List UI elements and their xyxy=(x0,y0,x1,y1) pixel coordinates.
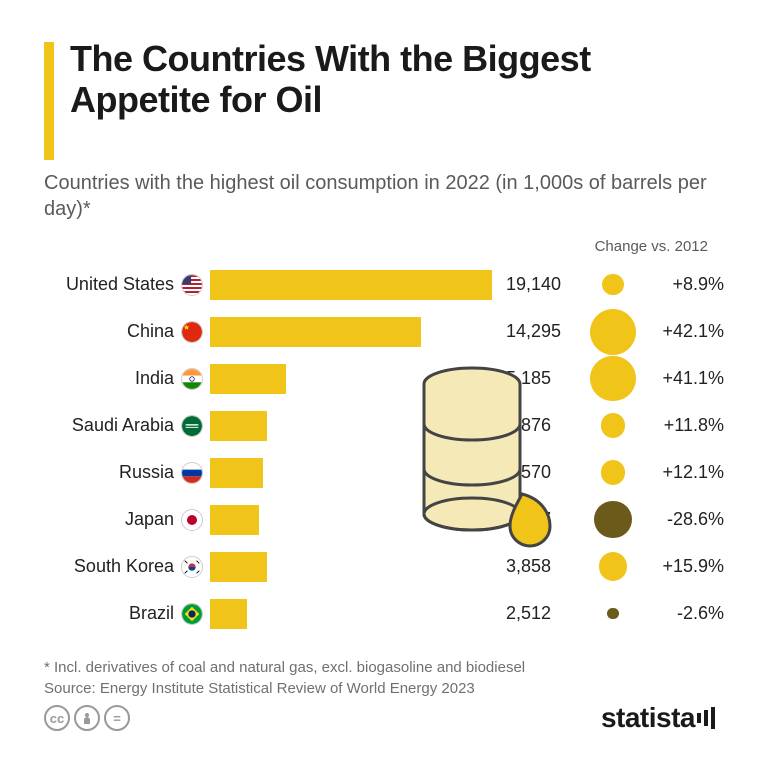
country-label: Japan xyxy=(44,509,174,530)
change-bubble xyxy=(602,274,623,295)
change-column-header: Change vs. 2012 xyxy=(44,238,716,255)
change-label: +15.9% xyxy=(648,556,724,577)
flag-icon xyxy=(178,603,206,625)
flag-icon xyxy=(178,368,206,390)
title-accent-bar xyxy=(44,42,54,160)
flag-icon xyxy=(178,462,206,484)
footnote-line-2: Source: Energy Institute Statistical Rev… xyxy=(44,678,716,699)
statista-logo: statista xyxy=(601,702,716,734)
change-label: +12.1% xyxy=(648,462,724,483)
bar xyxy=(210,411,267,441)
chart-row: Saudi Arabia3,876+11.8% xyxy=(44,402,716,449)
change-bubble xyxy=(607,608,618,619)
chart-row: South Korea3,858+15.9% xyxy=(44,543,716,590)
change-label: -2.6% xyxy=(648,603,724,624)
chart-row: United States19,140+8.9% xyxy=(44,261,716,308)
cc-license-icons: cc = xyxy=(44,705,130,731)
bar-cell xyxy=(210,552,500,582)
change-bubble xyxy=(599,552,627,580)
bar-cell xyxy=(210,411,500,441)
bar-cell xyxy=(210,505,500,535)
bar xyxy=(210,270,492,300)
change-bubble-cell xyxy=(582,608,644,619)
chart-title: The Countries With the Biggest Appetite … xyxy=(70,38,716,121)
value-label: 19,140 xyxy=(504,274,578,295)
country-label: Saudi Arabia xyxy=(44,415,174,436)
value-label: 14,295 xyxy=(504,321,578,342)
change-bubble-cell xyxy=(582,356,644,401)
change-bubble xyxy=(601,413,625,437)
footnote-line-1: * Incl. derivatives of coal and natural … xyxy=(44,657,716,678)
country-label: United States xyxy=(44,274,174,295)
change-bubble-cell xyxy=(582,460,644,485)
logo-bar-icon xyxy=(704,710,708,726)
flag-icon xyxy=(178,556,206,578)
flag-icon xyxy=(178,274,206,296)
country-label: Brazil xyxy=(44,603,174,624)
value-label: 3,858 xyxy=(504,556,578,577)
bar-cell xyxy=(210,458,500,488)
bar-chart: United States19,140+8.9%China14,295+42.1… xyxy=(44,261,716,637)
flag-icon xyxy=(178,415,206,437)
change-label: +11.8% xyxy=(648,415,724,436)
cc-nd-icon: = xyxy=(104,705,130,731)
country-label: India xyxy=(44,368,174,389)
chart-row: Japan3,337-28.6% xyxy=(44,496,716,543)
change-bubble xyxy=(590,356,635,401)
chart-row: India5,185+41.1% xyxy=(44,355,716,402)
change-label: +42.1% xyxy=(648,321,724,342)
country-label: Russia xyxy=(44,462,174,483)
change-label: +41.1% xyxy=(648,368,724,389)
value-label: 5,185 xyxy=(504,368,578,389)
value-label: 3,337 xyxy=(504,509,578,530)
bar xyxy=(210,317,421,347)
bar xyxy=(210,364,286,394)
footnote: * Incl. derivatives of coal and natural … xyxy=(44,657,716,699)
logo-bar-icon xyxy=(711,707,715,729)
bar xyxy=(210,552,267,582)
bar-cell xyxy=(210,317,500,347)
chart-row: China14,295+42.1% xyxy=(44,308,716,355)
brand-name: statista xyxy=(601,702,695,734)
chart-row: Russia3,570+12.1% xyxy=(44,449,716,496)
change-bubble xyxy=(590,309,636,355)
chart-subtitle: Countries with the highest oil consumpti… xyxy=(44,170,716,222)
change-label: -28.6% xyxy=(648,509,724,530)
logo-bar-icon xyxy=(697,713,701,723)
change-bubble-cell xyxy=(582,413,644,437)
change-label: +8.9% xyxy=(648,274,724,295)
value-label: 3,570 xyxy=(504,462,578,483)
change-bubble-cell xyxy=(582,501,644,539)
value-label: 2,512 xyxy=(504,603,578,624)
change-bubble xyxy=(601,460,626,485)
bar-cell xyxy=(210,364,500,394)
bar xyxy=(210,599,247,629)
change-bubble-cell xyxy=(582,552,644,580)
bar-cell xyxy=(210,599,500,629)
value-label: 3,876 xyxy=(504,415,578,436)
cc-by-icon xyxy=(74,705,100,731)
flag-icon xyxy=(178,509,206,531)
bar xyxy=(210,458,263,488)
chart-row: Brazil2,512-2.6% xyxy=(44,590,716,637)
change-bubble xyxy=(594,501,632,539)
country-label: South Korea xyxy=(44,556,174,577)
bar xyxy=(210,505,259,535)
change-bubble-cell xyxy=(582,309,644,355)
flag-icon xyxy=(178,321,206,343)
change-bubble-cell xyxy=(582,274,644,295)
cc-icon: cc xyxy=(44,705,70,731)
bar-cell xyxy=(210,270,500,300)
title-block: The Countries With the Biggest Appetite … xyxy=(44,38,716,160)
country-label: China xyxy=(44,321,174,342)
